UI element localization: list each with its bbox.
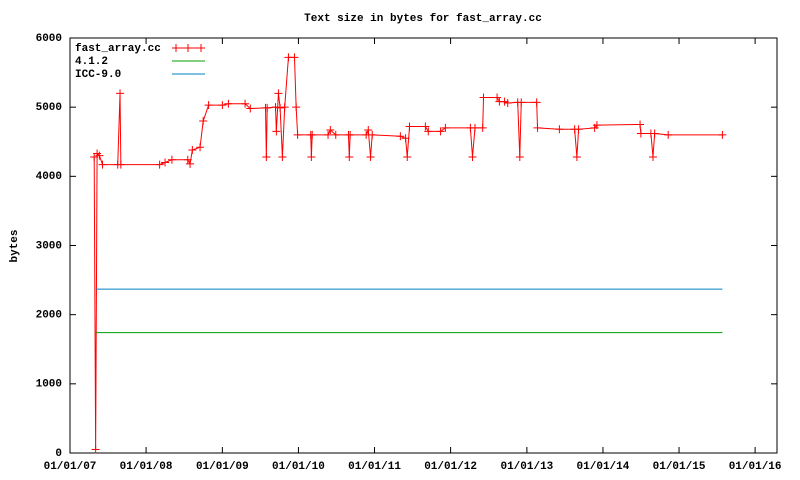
y-tick-label: 4000 — [36, 171, 62, 183]
y-tick-label: 3000 — [36, 240, 62, 252]
point-marker — [479, 93, 488, 102]
point-marker — [218, 101, 227, 110]
y-tick-label: 6000 — [36, 33, 62, 45]
point-marker — [186, 159, 195, 168]
point-marker — [478, 123, 487, 132]
point-marker — [91, 445, 100, 454]
y-axis-label: bytes — [9, 229, 21, 262]
point-marker — [718, 130, 727, 139]
point-marker — [116, 89, 125, 98]
point-marker — [436, 127, 445, 136]
point-marker — [167, 155, 176, 164]
point-marker — [403, 152, 412, 161]
point-marker — [493, 93, 502, 102]
x-tick-label: 01/01/13 — [500, 461, 553, 473]
point-marker — [470, 123, 479, 132]
point-marker — [326, 125, 335, 134]
point-marker — [155, 160, 164, 169]
x-tick-label: 01/01/12 — [424, 461, 477, 473]
x-tick-label: 01/01/10 — [272, 461, 325, 473]
x-tick-label: 01/01/11 — [348, 461, 401, 473]
point-marker — [290, 53, 299, 62]
point-marker — [307, 152, 316, 161]
point-marker — [183, 155, 192, 164]
point-marker — [533, 123, 542, 132]
point-marker — [199, 117, 208, 125]
point-marker — [278, 152, 287, 161]
point-marker — [272, 127, 281, 136]
point-marker — [98, 160, 107, 169]
x-tick-label: 01/01/08 — [120, 461, 173, 473]
point-marker — [441, 123, 450, 132]
point-marker — [503, 99, 512, 108]
point-marker — [172, 44, 180, 52]
point-marker — [636, 120, 645, 129]
series-line — [93, 56, 723, 450]
point-marker — [241, 99, 250, 108]
point-marker — [274, 89, 283, 98]
point-marker — [262, 152, 271, 161]
point-marker — [346, 130, 355, 139]
point-marker — [517, 98, 526, 107]
point-marker — [345, 152, 354, 161]
y-tick-label: 5000 — [36, 102, 62, 114]
point-marker — [188, 146, 197, 155]
y-tick-label: 0 — [55, 448, 62, 460]
point-marker — [276, 103, 285, 112]
point-marker — [331, 130, 340, 139]
point-marker — [405, 122, 414, 131]
y-tick-label: 2000 — [36, 310, 62, 322]
x-tick-label: 01/01/07 — [44, 461, 97, 473]
point-marker — [271, 103, 280, 112]
point-marker — [401, 134, 410, 143]
point-marker — [196, 143, 205, 152]
point-marker — [424, 127, 433, 136]
point-marker — [116, 160, 125, 169]
point-marker — [197, 44, 205, 52]
point-marker — [224, 99, 233, 108]
point-marker — [246, 104, 255, 113]
point-marker — [364, 125, 373, 134]
point-marker — [95, 151, 104, 160]
point-marker — [396, 132, 405, 141]
point-marker — [532, 98, 541, 107]
point-marker — [636, 129, 645, 138]
x-tick-label: 01/01/14 — [577, 461, 630, 473]
legend-label: ICC-9.0 — [75, 69, 121, 81]
point-marker — [280, 103, 289, 112]
point-marker — [664, 130, 673, 139]
point-marker — [650, 129, 659, 138]
point-marker — [592, 121, 601, 130]
point-marker — [308, 130, 317, 139]
point-marker — [468, 152, 477, 161]
point-marker — [293, 130, 302, 139]
legend-label: 4.1.2 — [75, 56, 108, 68]
x-tick-label: 01/01/09 — [196, 461, 249, 473]
point-marker — [648, 152, 657, 161]
point-marker — [555, 125, 564, 134]
legend-label: fast_array.cc — [75, 43, 161, 55]
point-marker — [161, 158, 170, 167]
point-marker — [515, 152, 524, 161]
point-marker — [574, 125, 583, 134]
point-marker — [204, 101, 213, 110]
point-marker — [324, 130, 333, 139]
point-marker — [421, 122, 430, 131]
point-marker — [263, 103, 272, 112]
point-marker — [572, 152, 581, 161]
point-marker — [184, 44, 192, 52]
point-marker — [292, 103, 301, 112]
chart-title: Text size in bytes for fast_array.cc — [304, 13, 542, 25]
point-marker — [366, 152, 375, 161]
x-tick-label: 01/01/16 — [729, 461, 782, 473]
point-marker — [368, 130, 377, 139]
x-tick-label: 01/01/15 — [653, 461, 706, 473]
y-tick-label: 1000 — [36, 379, 62, 391]
